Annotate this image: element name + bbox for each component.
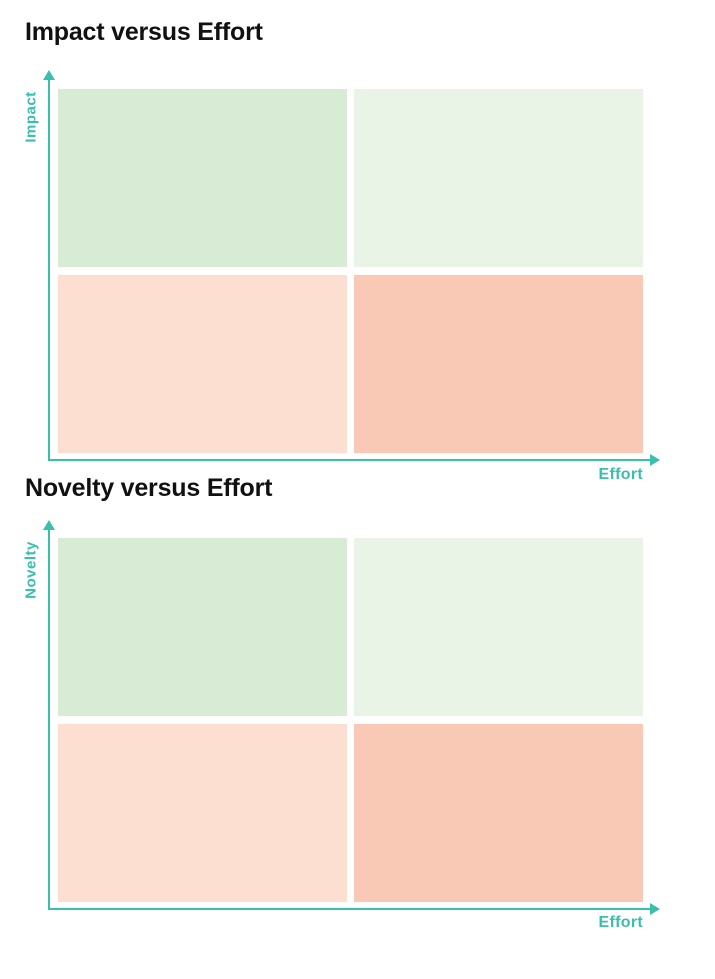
quadrant-bottom-right [354,275,643,453]
matrix-title: Novelty versus Effort [25,474,273,502]
quadrant-bottom-left [58,724,347,902]
quadrant-bottom-left [58,275,347,453]
quadrant-top-right [354,538,643,716]
x-axis-line [48,908,651,910]
x-axis-label: Effort [598,466,643,483]
matrix-title: Impact versus Effort [25,18,263,46]
y-axis-label: Impact [22,91,40,143]
quadrant-top-right [354,89,643,267]
x-axis-label: Effort [598,914,643,931]
quadrant-bottom-right [354,724,643,902]
y-axis-label: Novelty [22,541,40,599]
x-axis-arrow-icon [650,454,660,466]
x-axis-line [48,459,651,461]
quadrant-top-left [58,538,347,716]
y-axis-arrow-icon [43,520,55,530]
impact-effort-matrix: Impact versus Effort Impact Effort [22,18,660,483]
quadrant-top-left [58,89,347,267]
y-axis-line [48,526,50,909]
x-axis-arrow-icon [650,903,660,915]
y-axis-arrow-icon [43,70,55,80]
y-axis-line [48,76,50,461]
novelty-effort-matrix: Novelty versus Effort Novelty Effort [0,470,715,950]
